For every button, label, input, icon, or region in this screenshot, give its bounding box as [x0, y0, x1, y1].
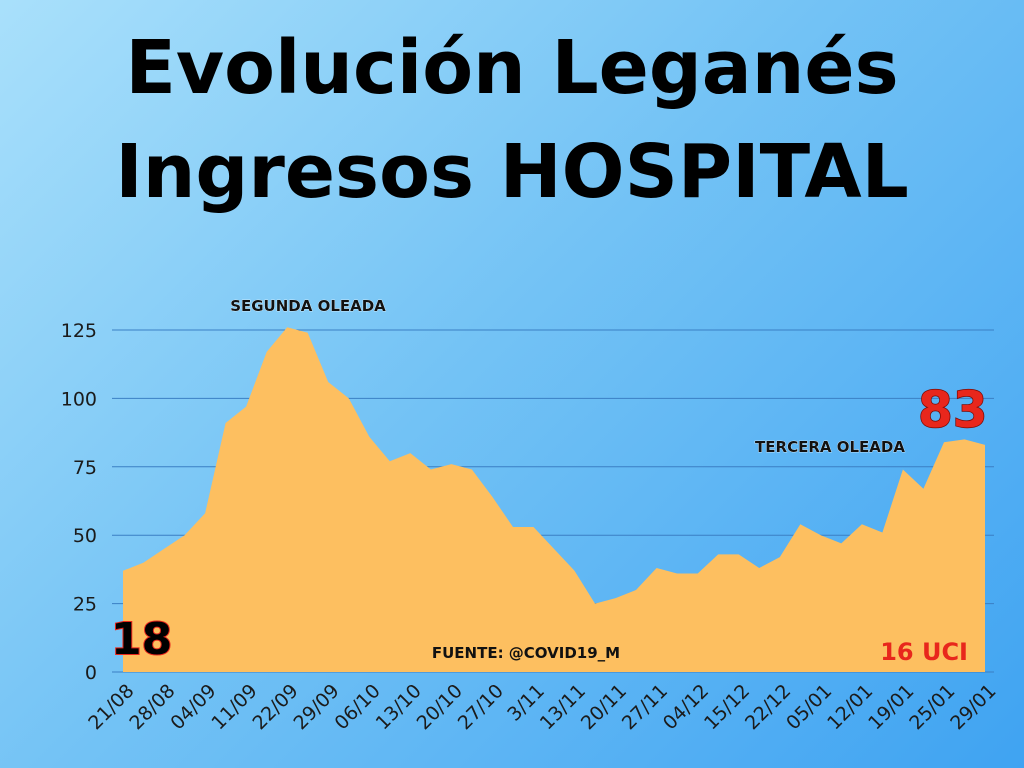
x-tick-label: 11/09	[207, 680, 261, 734]
x-tick-label: 06/10	[331, 680, 385, 734]
x-tick-label: 21/08	[84, 680, 138, 734]
x-tick-label: 05/01	[782, 680, 836, 734]
annotation-source: FUENTE: @COVID19_M	[432, 644, 620, 662]
chart-title-line2: Ingresos HOSPITAL	[115, 129, 909, 215]
x-tick-label: 28/08	[125, 680, 179, 734]
chart-title-line1: Evolución Leganés	[125, 25, 899, 111]
x-tick-label: 29/01	[946, 680, 1000, 734]
x-tick-label: 13/11	[536, 680, 590, 734]
annotation-segunda-oleada: SEGUNDA OLEADA	[230, 297, 386, 315]
x-tick-label: 19/01	[864, 680, 918, 734]
annotation-end-value: 83	[918, 381, 988, 439]
y-tick-label: 0	[85, 662, 97, 684]
annotation-uci: 16 UCI	[880, 638, 968, 666]
x-tick-label: 12/01	[823, 680, 877, 734]
y-tick-label: 100	[61, 388, 97, 410]
y-tick-label: 125	[61, 320, 97, 342]
y-tick-label: 50	[73, 525, 97, 547]
series-area	[123, 327, 985, 672]
annotation-start-value: 18	[111, 614, 172, 665]
y-tick-label: 75	[73, 457, 97, 479]
y-axis-ticks: 0 25 50 75 100 125	[61, 320, 97, 684]
x-tick-label: 22/09	[248, 680, 302, 734]
x-tick-label: 27/11	[618, 680, 672, 734]
x-tick-label: 04/09	[166, 680, 220, 734]
x-tick-label: 29/09	[289, 680, 343, 734]
x-tick-label: 13/10	[372, 680, 426, 734]
x-tick-label: 04/12	[659, 680, 713, 734]
x-tick-label: 22/12	[741, 680, 795, 734]
x-tick-label: 25/01	[905, 680, 959, 734]
x-tick-label: 20/11	[577, 680, 631, 734]
x-tick-label: 27/10	[454, 680, 508, 734]
x-tick-label: 15/12	[700, 680, 754, 734]
y-tick-label: 25	[73, 594, 97, 616]
annotation-tercera-oleada: TERCERA OLEADA	[755, 438, 905, 456]
x-tick-label: 20/10	[413, 680, 467, 734]
x-axis-ticks: 21/0828/0804/0911/0922/0929/0906/1013/10…	[84, 680, 1000, 734]
